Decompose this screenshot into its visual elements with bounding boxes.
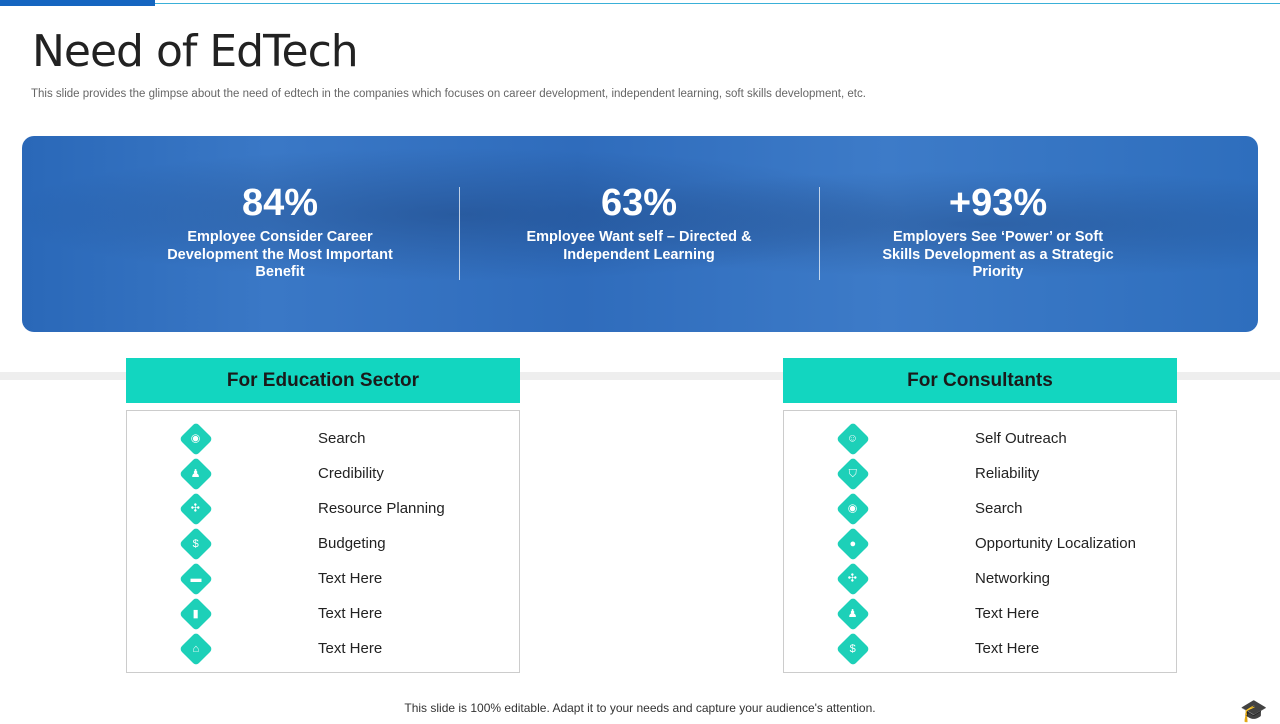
education-heading: For Education Sector [126, 358, 520, 403]
list-item: $ Budgeting [127, 526, 519, 561]
network-icon: ✣ [179, 491, 213, 526]
item-label: Text Here [318, 640, 383, 657]
item-label: Budgeting [318, 535, 386, 552]
list-item: ⌂ Text Here [127, 631, 519, 666]
money-bag-icon: $ [836, 631, 870, 666]
item-label: Search [975, 500, 1023, 517]
stat-value: 84% [241, 182, 319, 224]
list-item: ◉ Search [784, 491, 1176, 526]
stats-banner: 84% Employee Consider Career Development… [22, 136, 1258, 332]
person-icon: ♟ [179, 456, 213, 491]
network-icon: ✣ [836, 561, 870, 596]
school-icon: ⌂ [179, 631, 213, 666]
list-item: ✣ Resource Planning [127, 491, 519, 526]
list-item: ● Opportunity Localization [784, 526, 1176, 561]
top-accent-line [155, 3, 1280, 4]
education-panel: For Education Sector ◉ Search ♟ Credibility… [126, 358, 520, 673]
divider [459, 187, 460, 280]
list-item: ♟ Text Here [784, 596, 1176, 631]
list-item: ♟ Credibility [127, 456, 519, 491]
graduation-cap-icon: ▬ [179, 561, 213, 596]
page-title: Need of EdTech [32, 26, 359, 77]
search-icon: ◉ [836, 491, 870, 526]
book-icon: ▮ [179, 596, 213, 631]
education-list: ◉ Search ♟ Credibility ✣ Resource Planning $ Bu… [126, 410, 520, 673]
item-label: Text Here [975, 640, 1040, 657]
top-accent-bar [0, 0, 155, 6]
footer-note: This slide is 100% editable. Adapt it to… [404, 701, 876, 715]
stat-1: 84% Employee Consider Career Development… [160, 182, 400, 282]
item-label: Search [318, 430, 366, 447]
stat-text: Employee Want self – Directed & Independ… [526, 229, 752, 263]
list-item: $ Text Here [784, 631, 1176, 666]
consultants-heading: For Consultants [783, 358, 1177, 403]
shield-icon: ⛉ [836, 456, 870, 491]
list-item: ✣ Networking [784, 561, 1176, 596]
stat-2: 63% Employee Want self – Directed & Inde… [519, 182, 759, 264]
stat-text: Employee Consider Career Development the… [167, 229, 393, 280]
item-label: Text Here [318, 570, 383, 587]
list-item: ▬ Text Here [127, 561, 519, 596]
item-label: Opportunity Localization [975, 535, 1136, 552]
item-label: Self Outreach [975, 430, 1067, 447]
consultants-panel: For Consultants ☺ Self Outreach ⛉ Reliabili… [783, 358, 1177, 673]
user-circle-icon: ☺ [836, 421, 870, 456]
item-label: Text Here [318, 605, 383, 622]
divider [819, 187, 820, 280]
stat-value: +93% [948, 182, 1048, 224]
background-band [0, 372, 1280, 380]
item-label: Resource Planning [318, 500, 445, 517]
item-label: Networking [975, 570, 1051, 587]
graduation-cap-icon: 🎓 [1240, 698, 1268, 723]
list-item: ◉ Search [127, 421, 519, 456]
person-icon: ♟ [836, 596, 870, 631]
list-item: ⛉ Reliability [784, 456, 1176, 491]
stat-text: Employers See ‘Power’ or Soft Skills Dev… [882, 229, 1114, 280]
list-item: ☺ Self Outreach [784, 421, 1176, 456]
search-icon: ◉ [179, 421, 213, 456]
consultants-list: ☺ Self Outreach ⛉ Reliability ◉ Search ● Opport… [783, 410, 1177, 673]
stat-3: +93% Employers See ‘Power’ or Soft Skill… [878, 182, 1118, 282]
money-bag-icon: $ [179, 526, 213, 561]
location-pin-icon: ● [836, 526, 870, 561]
item-label: Credibility [318, 465, 384, 482]
page-subtitle: This slide provides the glimpse about th… [31, 88, 866, 100]
item-label: Text Here [975, 605, 1040, 622]
stat-value: 63% [600, 182, 678, 224]
item-label: Reliability [975, 465, 1040, 482]
list-item: ▮ Text Here [127, 596, 519, 631]
